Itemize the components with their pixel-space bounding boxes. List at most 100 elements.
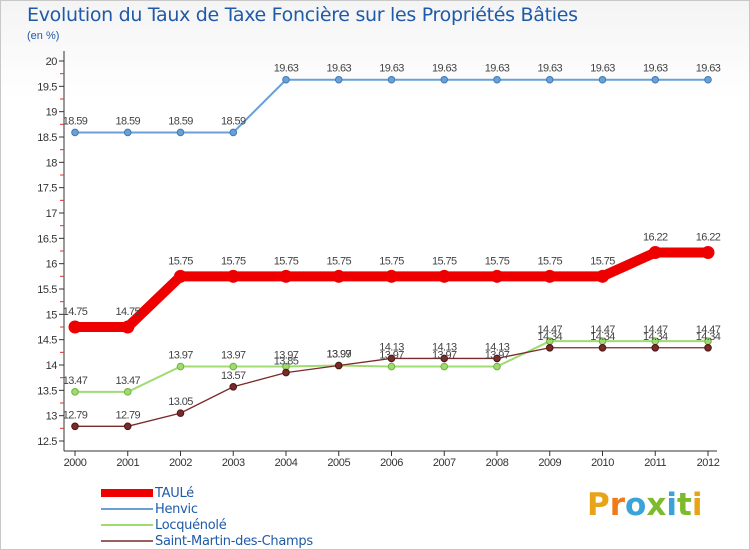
data-point-taule [332, 269, 346, 283]
data-label-taule: 15.75 [485, 255, 510, 267]
data-label-henvic: 18.59 [168, 115, 193, 127]
y-tick-label: 15 [46, 309, 58, 321]
y-tick-label: 16 [46, 259, 58, 271]
data-point-henvic [440, 75, 449, 84]
data-point-henvic [545, 75, 554, 84]
data-label-henvic: 19.63 [379, 63, 404, 75]
chart-title: Evolution du Taux de Taxe Foncière sur l… [27, 4, 578, 26]
data-label-locquenole: 14.47 [643, 324, 668, 336]
data-label-henvic: 19.63 [643, 63, 668, 75]
data-point-taule [385, 269, 398, 283]
proxiti-logo: Proxiti [587, 487, 703, 523]
data-label-henvic: 18.59 [221, 115, 246, 127]
x-tick-label: 2012 [697, 457, 720, 469]
x-tick-label: 2007 [433, 457, 456, 469]
data-point-henvic [71, 128, 79, 137]
legend-label-henvic: Henvic [155, 501, 198, 517]
data-label-henvic: 19.63 [537, 63, 562, 75]
data-label-henvic: 19.63 [432, 63, 457, 75]
data-label-locquenole: 14.47 [590, 324, 615, 336]
data-point-saint-martin-des-champs [651, 343, 660, 352]
y-tick-label: 19 [46, 107, 58, 119]
x-tick-label: 2000 [64, 457, 87, 469]
x-tick-label: 2008 [486, 457, 509, 469]
data-point-saint-martin-des-champs [334, 361, 343, 370]
data-label-henvic: 19.63 [485, 63, 510, 75]
data-label-locquenole: 13.97 [221, 350, 246, 362]
data-label-saint-martin-des-champs: 14.34 [696, 331, 721, 343]
legend: TAULé Henvic Locquénolé Saint-Martin-des… [101, 485, 313, 549]
y-tick-label: 18 [46, 157, 58, 169]
data-label-taule: 15.75 [274, 255, 299, 267]
data-label-saint-martin-des-champs: 14.13 [485, 341, 510, 353]
legend-item-henvic: Henvic [101, 501, 313, 517]
x-tick-label: 2006 [380, 457, 403, 469]
data-label-saint-martin-des-champs: 12.79 [115, 409, 140, 421]
data-label-taule: 15.75 [379, 255, 404, 267]
y-tick-label: 20 [46, 56, 58, 68]
legend-swatch-henvic [101, 508, 153, 510]
data-label-locquenole: 14.47 [537, 324, 562, 336]
data-label-locquenole: 13.97 [432, 350, 457, 362]
x-tick-label: 2009 [538, 457, 561, 469]
data-point-henvic [282, 75, 290, 84]
data-label-taule: 14.75 [63, 306, 88, 318]
y-tick-label: 12.5 [37, 436, 57, 448]
x-tick-label: 2001 [116, 457, 139, 469]
data-point-taule [121, 320, 135, 334]
x-tick-label: 2010 [591, 457, 614, 469]
data-point-taule [226, 269, 240, 283]
data-point-saint-martin-des-champs [71, 422, 79, 431]
data-label-saint-martin-des-champs: 14.13 [379, 341, 404, 353]
data-point-saint-martin-des-champs [704, 343, 712, 352]
data-label-henvic: 19.63 [274, 63, 299, 75]
data-label-taule: 15.75 [590, 255, 615, 267]
data-label-saint-martin-des-champs: 14.13 [432, 341, 457, 353]
data-label-saint-martin-des-champs: 14.34 [590, 331, 615, 343]
data-point-saint-martin-des-champs [282, 368, 290, 377]
data-label-locquenole: 14.47 [696, 324, 721, 336]
legend-item-taule: TAULé [101, 485, 313, 501]
y-tick-label: 14 [46, 360, 58, 372]
data-label-taule: 16.22 [643, 232, 668, 244]
data-point-taule [490, 269, 504, 283]
data-label-henvic: 18.59 [63, 115, 88, 127]
data-point-locquenole [71, 388, 79, 396]
data-point-henvic [598, 75, 607, 84]
data-point-henvic [123, 128, 132, 137]
data-point-taule [543, 269, 557, 283]
data-point-taule [437, 269, 451, 283]
data-point-saint-martin-des-champs [176, 409, 185, 417]
y-tick-label: 17 [46, 208, 58, 220]
data-label-taule: 14.75 [115, 306, 140, 318]
y-tick-label: 19.5 [37, 81, 57, 93]
data-point-locquenole [387, 362, 396, 371]
data-label-saint-martin-des-champs: 14.34 [537, 331, 562, 343]
data-label-taule: 16.22 [696, 232, 721, 244]
data-point-locquenole [440, 362, 449, 371]
data-point-saint-martin-des-champs [229, 382, 238, 391]
legend-swatch-saint-martin [101, 540, 153, 542]
legend-label-taule: TAULé [155, 485, 194, 501]
data-point-saint-martin-des-champs [123, 422, 132, 431]
data-point-henvic [334, 75, 343, 84]
data-point-taule [279, 269, 293, 283]
y-tick-label: 17.5 [37, 183, 57, 195]
data-label-locquenole: 13.97 [274, 350, 299, 362]
data-point-taule [596, 269, 609, 283]
y-tick-label: 13 [46, 411, 58, 423]
data-point-henvic [229, 128, 238, 137]
data-label-saint-martin-des-champs: 13.99 [326, 349, 351, 361]
data-point-saint-martin-des-champs [545, 343, 554, 352]
data-point-saint-martin-des-champs [598, 343, 607, 352]
data-label-saint-martin-des-champs: 13.05 [168, 396, 193, 408]
x-tick-label: 2004 [275, 457, 298, 469]
data-point-locquenole [229, 362, 238, 371]
data-label-henvic: 19.63 [326, 63, 351, 75]
data-label-saint-martin-des-champs: 13.57 [221, 370, 246, 382]
data-point-henvic [387, 75, 396, 84]
y-tick-label: 13.5 [37, 385, 57, 397]
data-label-henvic: 19.63 [590, 63, 615, 75]
